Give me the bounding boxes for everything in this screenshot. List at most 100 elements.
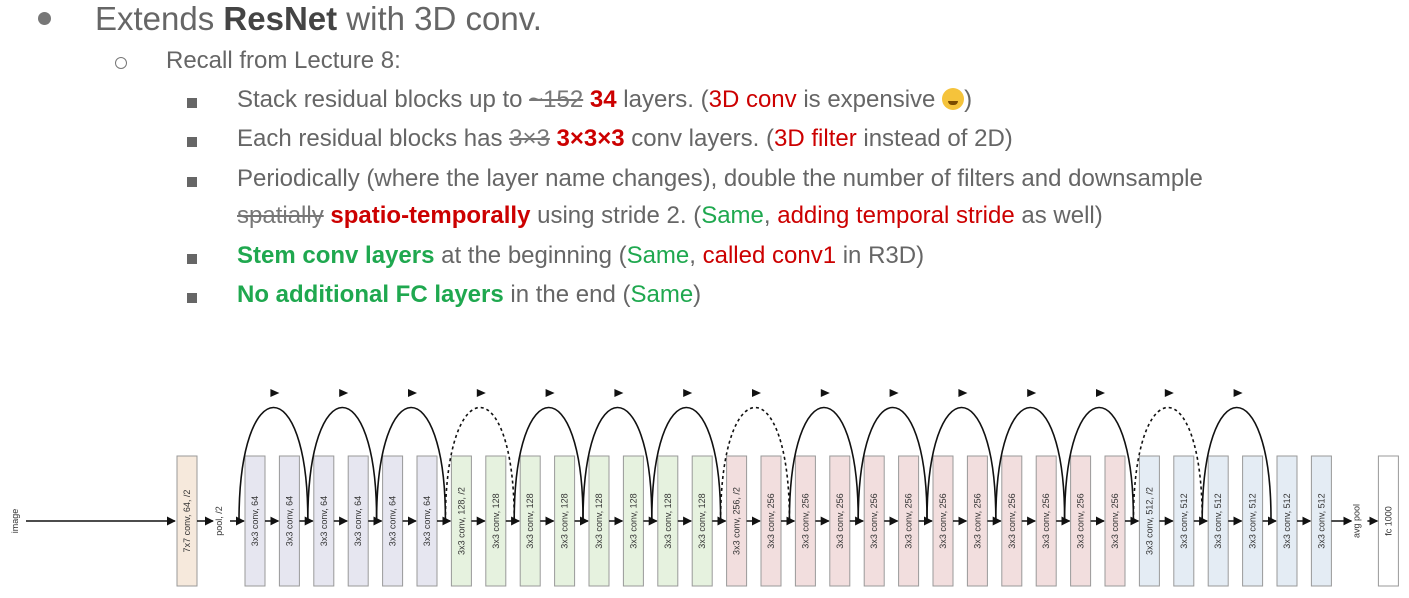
stem-conv-label: 7x7 conv, 64, /2 (182, 490, 192, 553)
text-segment: 3D filter (774, 125, 857, 152)
skip-arrowhead (545, 389, 555, 397)
conv-layer-label: 3x3 conv, 512 (1316, 493, 1326, 548)
conv-layer-label: 3x3 conv, 128 (628, 493, 638, 548)
text-segment: Same (701, 202, 764, 229)
text-segment: ~152 (529, 86, 584, 113)
text-segment: adding temporal stride (777, 202, 1015, 229)
skip-arrowhead (958, 389, 968, 397)
conv-layer-label: 3x3 conv, 256 (835, 493, 845, 548)
text-segment: spatially (237, 202, 324, 229)
skip-connection (307, 406, 378, 522)
skip-connection (238, 406, 309, 522)
pool-label: pool, /2 (214, 506, 224, 536)
skip-connection (651, 406, 722, 522)
skip-connection (788, 406, 859, 522)
text-segment: Periodically (where the layer name chang… (237, 165, 1203, 192)
skip-arrowhead (820, 389, 830, 397)
text-segment: called conv1 (702, 242, 837, 269)
text-segment: 3D conv (708, 86, 797, 113)
fc-box (1377, 455, 1399, 587)
conv-layer-label: 3x3 conv, 64 (319, 496, 329, 546)
conv-layer-label: 3x3 conv, 64 (284, 496, 294, 546)
skip-arrowhead (476, 389, 486, 397)
conv-layer-label: 3x3 conv, 128 (491, 493, 501, 548)
skip-connection (857, 406, 928, 522)
bullet-item-continuation: spatially spatio-temporally using stride… (237, 202, 1103, 230)
skip-arrowhead (270, 389, 280, 397)
text-segment: Same (630, 281, 694, 308)
conv-layer-label: 3x3 conv, 512, /2 (1144, 487, 1154, 555)
conv-layer-label: 3x3 conv, 256 (904, 493, 914, 548)
text-segment: ) (693, 281, 702, 308)
text-segment: Same (626, 242, 690, 269)
bullet-item: Stem conv layers at the beginning (Same,… (237, 242, 924, 270)
resnet-architecture-diagram: image 7x7 conv, 64, /2 pool, /2 3x3 conv, 6… (10, 389, 1399, 587)
fc-label: fc 1000 (1383, 506, 1393, 536)
skip-arrowhead (408, 389, 417, 397)
conv-layer-label: 3x3 conv, 256 (800, 493, 810, 548)
skip-connection (1201, 406, 1272, 522)
skip-connection (582, 406, 653, 522)
bullet-item: Periodically (where the layer name chang… (237, 165, 1203, 193)
text-segment: instead of 2D) (856, 125, 1013, 152)
text-segment: spatio-temporally (330, 202, 531, 229)
input-label: image (10, 509, 20, 534)
conv-layer-label: 3x3 conv, 256 (1076, 493, 1086, 548)
bullet-item: Stack residual blocks up to ~152 34 laye… (237, 86, 972, 114)
text-segment: , (763, 202, 778, 229)
conv-layer-label: 3x3 conv, 256 (1110, 493, 1120, 548)
skip-arrowhead (614, 389, 624, 397)
bullet-square (187, 177, 197, 187)
avg-pool-label: avg pool (1351, 504, 1361, 538)
conv-layer-label: 3x3 conv, 128 (560, 493, 570, 548)
conv-layer-label: 3x3 conv, 512 (1248, 493, 1258, 548)
conv-layer-label: 3x3 conv, 256 (766, 493, 776, 548)
skip-arrowhead (1164, 389, 1174, 397)
text-segment: 3×3×3 (556, 125, 625, 152)
bullet-square (187, 293, 197, 303)
conv-layer-label: 3x3 conv, 512 (1179, 493, 1189, 548)
bullet-disc (38, 12, 51, 25)
conv-layer-label: 3x3 conv, 512 (1213, 493, 1223, 548)
conv-layer-label: 3x3 conv, 256 (869, 493, 879, 548)
text-segment: in the end ( (503, 281, 631, 308)
text-segment: Stack residual blocks up to (237, 86, 530, 113)
conv-layer-label: 3x3 conv, 128 (594, 493, 604, 548)
conv-layer-label: 3x3 conv, 64 (353, 496, 363, 546)
text-segment: as well) (1014, 202, 1103, 229)
conv-layer-label: 3x3 conv, 256 (972, 493, 982, 548)
skip-connection (1063, 406, 1135, 522)
skip-connection (995, 406, 1066, 522)
text-segment: is expensive (796, 86, 943, 113)
sub-bullet-text: Recall from Lecture 8: (166, 47, 401, 74)
text-segment: using stride 2. ( (530, 202, 702, 229)
skip-arrowhead (1233, 389, 1243, 397)
bullet-square (187, 254, 197, 264)
text-segment (550, 125, 557, 152)
bullet-circle (115, 57, 127, 69)
bullet-item: No additional FC layers in the end (Same… (237, 281, 701, 309)
skip-connection (375, 406, 447, 522)
text-segment: , (689, 242, 703, 269)
text-segment: in R3D) (836, 242, 925, 269)
bullet-item: Each residual blocks has 3×3 3×3×3 conv … (237, 125, 1013, 153)
text-segment: Each residual blocks has (237, 125, 510, 152)
text-segment: ) (964, 86, 973, 113)
conv-layer-label: 3x3 conv, 512 (1282, 493, 1292, 548)
conv-layer-label: 3x3 conv, 64 (388, 496, 398, 546)
conv-layer-label: 3x3 conv, 64 (250, 496, 260, 546)
skip-connection (926, 406, 997, 522)
conv-layer-label: 3x3 conv, 128 (525, 493, 535, 548)
text-segment: layers. ( (616, 86, 709, 113)
conv-layer-label: 3x3 conv, 64 (422, 496, 432, 546)
text-segment: 34 (589, 86, 617, 113)
bullet-square (187, 137, 197, 147)
conv-layer-label: 3x3 conv, 256 (1041, 493, 1051, 548)
bullet-square (187, 98, 197, 108)
skip-arrowhead (339, 389, 349, 397)
grimace-emoji-icon (942, 88, 965, 110)
text-segment: No additional FC layers (237, 281, 504, 308)
slide-heading: Extends ResNet with 3D conv. (95, 0, 542, 37)
conv-layer-label: 3x3 conv, 128, /2 (456, 487, 466, 555)
text-segment (583, 86, 590, 113)
